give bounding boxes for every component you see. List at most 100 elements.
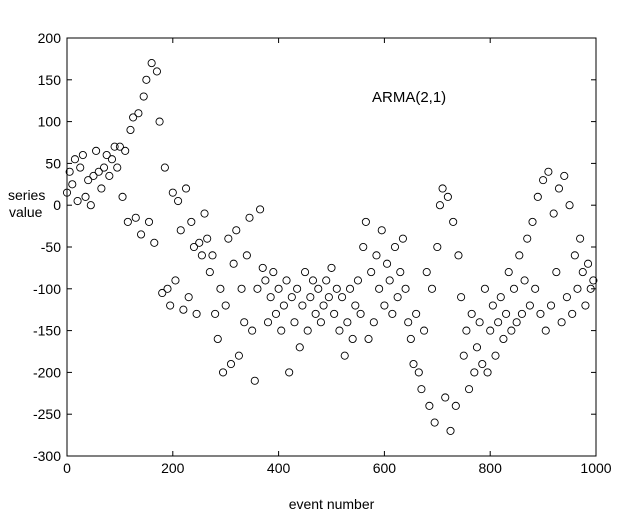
data-point [314,284,323,293]
x-axis: 0 200 400 600 800 1000 [63,38,612,476]
data-point [576,234,585,243]
data-point [203,234,212,243]
data-point [332,284,341,293]
data-point [546,301,556,310]
y-axis: -300 -250 -200 -150 -100 -50 0 50 100 150 200 [33,30,596,464]
y-axis-label-line-1: series [8,187,45,203]
data-point [171,276,180,285]
data-point [584,259,593,268]
data-point [517,309,526,318]
data-point [554,184,564,193]
data-point [62,188,72,197]
data-point [293,284,302,293]
data-point [137,230,146,239]
data-point [348,334,357,344]
data-point [356,309,365,318]
data-point [467,309,476,318]
data-point [382,259,392,268]
x-tick-label: 800 [479,460,503,476]
data-point [536,309,545,318]
data-point [152,67,161,76]
data-point [475,318,484,327]
data-point [181,184,191,193]
data-point [250,376,259,385]
data-point [451,401,460,410]
data-point [131,213,140,222]
data-point [258,263,267,272]
data-point [422,268,431,277]
data-point [454,251,463,260]
data-point [158,288,167,298]
data-point [507,326,516,335]
data-point [544,167,553,176]
data-point [398,234,407,243]
data-point [197,251,206,260]
data-point [256,205,265,214]
x-tick-label: 200 [161,460,185,476]
data-point [589,276,598,285]
data-point [121,146,130,155]
data-point [404,318,413,327]
data-point [446,426,455,435]
data-point [502,309,511,318]
data-point [303,326,312,335]
data-point [459,351,468,360]
y-tick-label: 100 [38,114,62,130]
data-point [271,309,281,318]
data-point [237,284,246,293]
data-point [338,293,347,302]
data-point [242,251,251,260]
data-point [380,301,389,310]
data-point [84,176,93,185]
data-point [263,318,273,327]
data-point [438,184,447,193]
data-point [105,171,114,180]
data-point [269,268,278,277]
data-point [205,268,214,277]
data-point [279,301,288,310]
data-point [430,418,439,427]
data-point [94,167,103,176]
data-point [504,268,513,277]
data-point [464,385,474,394]
data-point [330,309,339,318]
data-point [361,217,370,226]
data-point [184,293,193,302]
data-point [586,284,595,293]
data-point [552,268,561,277]
data-point [433,242,442,252]
data-point [89,171,98,180]
data-point [435,201,444,210]
data-point [557,318,566,327]
data-point [208,251,217,260]
data-point [253,284,262,293]
data-point [441,393,450,402]
y-tick-label: 200 [38,30,62,46]
data-point [86,201,95,210]
data-point [491,351,500,360]
data-point [483,368,492,377]
data-point [499,334,508,344]
data-point [520,276,529,285]
data-point [160,163,169,172]
data-point [92,146,101,155]
data-point [134,109,143,118]
data-point [472,343,482,352]
data-point [248,326,257,335]
data-point [295,343,304,352]
data-point [340,351,349,360]
data-point [126,125,135,135]
data-point [443,192,452,201]
data-point [232,226,241,235]
data-point [486,326,495,335]
data-point [226,359,236,369]
data-point [68,180,77,189]
data-point [311,309,320,318]
data-point [568,309,577,318]
data-point [76,163,85,172]
y-tick-label: -50 [41,239,61,255]
data-point [189,242,199,252]
data-point [113,163,122,172]
data-point [118,192,127,201]
